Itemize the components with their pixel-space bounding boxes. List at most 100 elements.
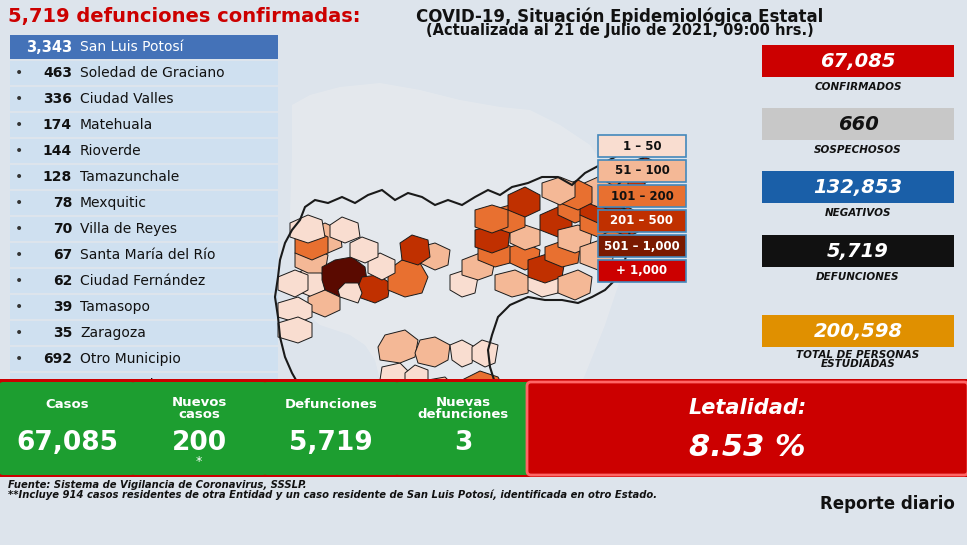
Text: SOSPECHOSOS: SOSPECHOSOS (814, 145, 902, 155)
Polygon shape (462, 253, 495, 280)
Polygon shape (322, 257, 368, 297)
Text: •: • (15, 196, 23, 210)
Text: 8.53 %: 8.53 % (689, 433, 806, 462)
FancyBboxPatch shape (263, 382, 399, 475)
Polygon shape (278, 297, 312, 323)
Polygon shape (420, 243, 450, 270)
FancyBboxPatch shape (598, 260, 686, 282)
Polygon shape (380, 363, 410, 393)
FancyBboxPatch shape (10, 269, 278, 293)
Text: •: • (15, 378, 23, 392)
Text: 200,598: 200,598 (813, 322, 902, 341)
Text: •: • (15, 118, 23, 132)
Text: 88: 88 (52, 378, 72, 392)
Text: Ciudad Fernández: Ciudad Fernández (80, 274, 205, 288)
Text: NEGATIVOS: NEGATIVOS (825, 208, 892, 218)
FancyBboxPatch shape (762, 45, 954, 77)
Text: Casos: Casos (45, 397, 89, 410)
Text: 101 – 200: 101 – 200 (610, 190, 673, 203)
FancyBboxPatch shape (10, 321, 278, 345)
Text: •: • (15, 274, 23, 288)
Polygon shape (508, 187, 540, 217)
Text: 144: 144 (43, 144, 72, 158)
Text: 3,343: 3,343 (26, 39, 72, 54)
Polygon shape (308, 290, 340, 317)
FancyBboxPatch shape (598, 235, 686, 257)
FancyBboxPatch shape (10, 243, 278, 267)
Polygon shape (580, 193, 612, 223)
Text: Mexquitic: Mexquitic (80, 196, 147, 210)
Text: 200: 200 (171, 430, 226, 456)
Text: Matehuala: Matehuala (80, 118, 153, 132)
Text: 501 – 1,000: 501 – 1,000 (604, 239, 680, 252)
Polygon shape (368, 253, 395, 280)
FancyBboxPatch shape (10, 35, 278, 59)
Text: Defunciones: Defunciones (284, 397, 377, 410)
Polygon shape (475, 205, 508, 233)
FancyBboxPatch shape (598, 135, 686, 157)
Polygon shape (510, 243, 540, 270)
Polygon shape (472, 340, 498, 367)
Polygon shape (615, 173, 645, 200)
FancyBboxPatch shape (131, 382, 267, 475)
Text: Zaragoza: Zaragoza (80, 326, 146, 340)
Text: •: • (15, 248, 23, 262)
Text: DEFUNCIONES: DEFUNCIONES (816, 272, 899, 282)
Text: •: • (15, 66, 23, 80)
Text: Otro Estado: Otro Estado (80, 378, 162, 392)
Text: •: • (15, 222, 23, 236)
Text: 5,719: 5,719 (289, 430, 373, 456)
Text: Nuevas: Nuevas (435, 396, 490, 409)
Text: Fuente: Sistema de Vigilancia de Coronavirus, SSSLP.: Fuente: Sistema de Vigilancia de Coronav… (8, 480, 307, 490)
Polygon shape (330, 217, 360, 243)
Text: San Luis Potosí: San Luis Potosí (80, 40, 184, 54)
FancyBboxPatch shape (10, 113, 278, 137)
Text: 463: 463 (43, 66, 72, 80)
Polygon shape (278, 317, 312, 343)
Polygon shape (295, 230, 328, 260)
FancyBboxPatch shape (10, 61, 278, 85)
FancyBboxPatch shape (10, 165, 278, 189)
Polygon shape (400, 235, 430, 265)
Text: Letalidad:: Letalidad: (689, 398, 806, 418)
FancyBboxPatch shape (527, 382, 967, 475)
Text: •: • (15, 352, 23, 366)
Polygon shape (492, 205, 525, 233)
Polygon shape (450, 270, 478, 297)
Text: 67,085: 67,085 (16, 430, 118, 456)
Text: 35: 35 (52, 326, 72, 340)
Polygon shape (278, 270, 308, 297)
Polygon shape (600, 170, 628, 197)
Polygon shape (528, 253, 565, 283)
Text: **Incluye 914 casos residentes de otra Entidad y un caso residente de San Luis P: **Incluye 914 casos residentes de otra E… (8, 490, 657, 500)
Text: 39: 39 (53, 300, 72, 314)
Text: 5,719 defunciones confirmadas:: 5,719 defunciones confirmadas: (8, 7, 361, 26)
Text: •: • (15, 144, 23, 158)
Polygon shape (628, 157, 658, 183)
Polygon shape (560, 180, 592, 210)
Text: 692: 692 (43, 352, 72, 366)
Polygon shape (545, 240, 580, 267)
Text: 5,719: 5,719 (827, 241, 889, 261)
Text: 201 – 500: 201 – 500 (610, 215, 673, 227)
Polygon shape (290, 215, 325, 243)
Polygon shape (600, 225, 630, 253)
Polygon shape (580, 207, 612, 237)
Polygon shape (388, 260, 428, 297)
Text: TOTAL DE PERSONAS: TOTAL DE PERSONAS (797, 350, 920, 360)
Polygon shape (580, 240, 615, 270)
Text: 67: 67 (53, 248, 72, 262)
Text: 174: 174 (43, 118, 72, 132)
FancyBboxPatch shape (762, 171, 954, 203)
Text: ESTUDIADAS: ESTUDIADAS (821, 359, 895, 369)
Text: Villa de Reyes: Villa de Reyes (80, 222, 177, 236)
FancyBboxPatch shape (10, 373, 278, 397)
Polygon shape (558, 270, 592, 300)
Polygon shape (428, 387, 462, 413)
FancyBboxPatch shape (762, 235, 954, 267)
Text: 132,853: 132,853 (813, 178, 902, 197)
Polygon shape (558, 225, 592, 253)
Text: Reporte diario: Reporte diario (820, 495, 955, 513)
Text: 128: 128 (43, 170, 72, 184)
Text: 67,085: 67,085 (820, 51, 895, 70)
